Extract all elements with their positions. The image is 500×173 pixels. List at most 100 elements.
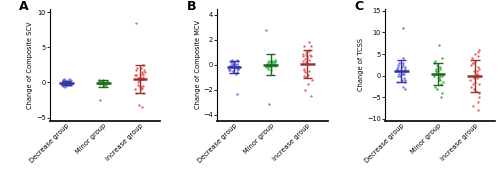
Point: [301, 71, 309, 74]
Point: [233, 66, 241, 69]
Point: [401, 81, 409, 84]
Point: [264, 66, 272, 69]
Point: [436, 74, 444, 77]
Point: [438, 74, 446, 77]
Point: [96, 81, 104, 84]
Point: [399, 85, 407, 88]
Point: [58, 82, 66, 85]
Point: [432, 68, 440, 71]
Point: [61, 83, 69, 85]
Point: [438, 57, 446, 60]
Point: [272, 60, 280, 62]
Point: [268, 60, 276, 62]
Point: [434, 70, 442, 73]
Text: C: C: [354, 0, 363, 13]
Point: [307, 95, 315, 98]
Point: [438, 83, 446, 86]
Point: [138, 85, 146, 87]
Point: [431, 85, 439, 88]
Point: [138, 73, 146, 75]
Point: [474, 55, 482, 58]
Point: [102, 83, 110, 85]
Point: [59, 81, 67, 84]
Point: [398, 63, 406, 66]
Point: [100, 83, 108, 86]
Point: [400, 76, 407, 79]
Point: [300, 67, 308, 70]
Point: [100, 84, 108, 87]
Point: [474, 66, 482, 68]
Point: [140, 92, 147, 94]
Point: [437, 96, 445, 99]
Point: [139, 78, 147, 80]
Point: [436, 72, 444, 75]
Point: [435, 79, 443, 81]
Point: [306, 53, 314, 56]
Point: [98, 80, 106, 83]
Point: [59, 80, 67, 83]
Point: [399, 57, 407, 60]
Point: [474, 109, 482, 112]
Point: [64, 80, 72, 83]
Point: [138, 85, 145, 87]
Point: [101, 83, 109, 85]
Point: [300, 55, 308, 57]
Point: [226, 65, 234, 67]
Point: [470, 87, 478, 90]
Point: [468, 63, 475, 66]
Point: [470, 83, 478, 86]
Point: [99, 80, 107, 83]
Point: [433, 63, 441, 66]
Point: [138, 63, 146, 66]
Point: [430, 61, 438, 64]
Point: [226, 65, 234, 67]
Point: [98, 82, 106, 85]
Point: [392, 81, 400, 84]
Point: [264, 63, 272, 66]
Point: [395, 61, 403, 64]
Point: [58, 83, 66, 86]
Point: [302, 51, 310, 54]
Point: [304, 82, 312, 85]
Point: [95, 81, 103, 84]
Point: [268, 62, 276, 65]
Point: [67, 83, 75, 86]
Point: [64, 83, 72, 86]
Point: [66, 78, 74, 80]
Point: [100, 80, 108, 83]
Point: [98, 82, 106, 85]
Point: [228, 60, 235, 62]
Point: [58, 83, 66, 85]
Point: [438, 92, 446, 94]
Point: [400, 72, 408, 75]
Point: [140, 71, 148, 73]
Point: [432, 72, 440, 75]
Point: [137, 67, 145, 70]
Point: [62, 82, 70, 85]
Point: [394, 63, 402, 66]
Point: [475, 48, 483, 51]
Point: [138, 78, 146, 80]
Point: [470, 70, 478, 73]
Point: [139, 75, 147, 78]
Point: [299, 60, 307, 62]
Point: [438, 81, 446, 84]
Point: [302, 76, 310, 79]
Point: [398, 70, 406, 73]
Point: [475, 96, 483, 99]
Point: [104, 80, 112, 82]
Point: [136, 88, 144, 91]
Point: [266, 63, 274, 66]
Point: [430, 74, 438, 77]
Point: [228, 58, 236, 61]
Point: [138, 73, 146, 75]
Point: [136, 104, 143, 106]
Point: [233, 92, 241, 95]
Point: [136, 75, 144, 78]
Point: [96, 81, 104, 84]
Point: [64, 83, 72, 86]
Point: [394, 66, 402, 68]
Point: [466, 79, 474, 81]
Point: [396, 70, 404, 73]
Point: [60, 81, 68, 84]
